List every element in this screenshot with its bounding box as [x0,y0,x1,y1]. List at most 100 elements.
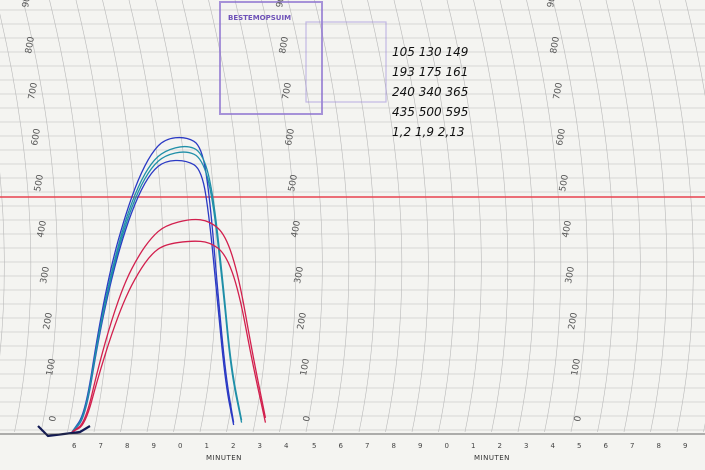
grid-curve [367,0,403,433]
scale-label: 600 [284,128,297,147]
scale-label: 400 [561,220,574,239]
x-tick-label: 6 [72,442,77,450]
grid-curve [22,0,58,433]
grid-curve [128,0,164,433]
scale-label: 900 [275,0,288,9]
grid-curve [420,0,456,433]
scale-label: 100 [299,358,312,377]
series-line-6 [71,240,267,433]
note-row-3: 240 340 365 [392,85,468,99]
note-row-1: 105 130 149 [392,45,468,59]
x-tick-label: 6 [339,442,344,450]
x-axis-label: MINUTEN [206,454,242,462]
grid-curve [208,0,244,433]
x-tick-label: 7 [630,442,634,450]
grid-curve [340,0,376,433]
scale-label: 500 [558,174,571,193]
grid-curve [552,0,588,433]
scale-label: 800 [24,36,37,55]
scale-label: 300 [293,266,306,285]
series-line-1 [71,136,235,433]
bottom-axis: 6 7 8 9 0 1 2 3 4 5 6 7 8 9 0 1 2 3 4 5 6 7 8 9 MINUTEN MINUTEN [0,433,705,462]
scale-label: 300 [39,266,52,285]
stamp-box-2 [305,21,387,103]
x-tick-label: 5 [577,442,581,450]
scale-label: 400 [36,220,49,239]
series-line-4 [71,151,243,433]
purple-stamp: BESTEMOPSUIM [219,1,387,115]
grid-curve [605,0,641,433]
x-tick-label: 5 [312,442,316,450]
grid-curve [393,0,429,433]
scale-labels: 900 900 900 800 800 800 700 700 700 600 600 600 500 5… [21,0,584,423]
scale-label: 200 [296,312,309,331]
grid-curve [287,0,323,433]
grid-curve [314,0,350,433]
scale-label: 500 [33,174,46,193]
grid-curve [658,0,694,433]
x-axis-label: MINUTEN [474,454,510,462]
scale-label: 400 [290,220,303,239]
scale-label: 600 [555,128,568,147]
scale-label: 200 [42,312,55,331]
x-tick-label: 7 [365,442,369,450]
scale-label: 700 [281,82,294,101]
scale-label: 100 [570,358,583,377]
scale-label: 200 [567,312,580,331]
x-tick-label: 1 [471,442,475,450]
scale-label: 700 [27,82,40,101]
grid-curve [234,0,270,433]
scale-label: 500 [287,174,300,193]
grid-curve [446,0,482,433]
grid-curve [0,172,5,357]
grid-curve [75,0,111,433]
series-line-5 [71,218,267,433]
scale-label: 0 [48,415,59,423]
stamp-title: BESTEMOPSUIM [228,14,291,22]
x-tick-label: 8 [125,442,129,450]
series-lines [37,136,267,438]
stamp-outline [219,1,323,115]
scale-label: 900 [546,0,559,9]
grid-curve [49,0,85,433]
x-tick-label: 4 [284,442,289,450]
x-tick-label: 9 [683,442,687,450]
x-tick-label: 1 [205,442,209,450]
grid-curve [685,0,705,433]
note-row-2: 193 175 161 [392,65,468,79]
handwritten-notes: 105 130 149 193 175 161 240 340 365 435 … [392,45,468,139]
scale-label: 0 [302,415,313,423]
grid-curve [632,0,668,433]
scale-label: 800 [549,36,562,55]
grid-curve [102,0,138,433]
x-tick-label: 8 [657,442,661,450]
x-tick-label: 4 [551,442,556,450]
x-tick-label: 2 [231,442,235,450]
x-tick-label: 8 [392,442,396,450]
scale-label: 0 [573,415,584,423]
grid-curve [155,0,191,433]
grid-curve [579,0,615,433]
x-tick-label: 6 [604,442,609,450]
note-row-5: 1,2 1,9 2,13 [392,125,465,139]
scale-label: 600 [30,128,43,147]
scale-label: 100 [45,358,58,377]
note-row-4: 435 500 595 [392,105,468,119]
scale-label: 700 [552,82,565,101]
grid-curve [499,0,535,433]
grid-curve [473,0,509,433]
grid-curve [261,0,297,433]
x-tick-label: 9 [418,442,422,450]
scale-label: 900 [21,0,34,9]
scale-label: 800 [278,36,291,55]
x-tick-label: 7 [99,442,103,450]
grid-curve [0,13,32,433]
x-tick-label: 0 [178,442,182,450]
x-tick-label: 3 [258,442,262,450]
x-tick-label: 3 [524,442,528,450]
x-tick-label: 9 [152,442,156,450]
scale-label: 300 [564,266,577,285]
